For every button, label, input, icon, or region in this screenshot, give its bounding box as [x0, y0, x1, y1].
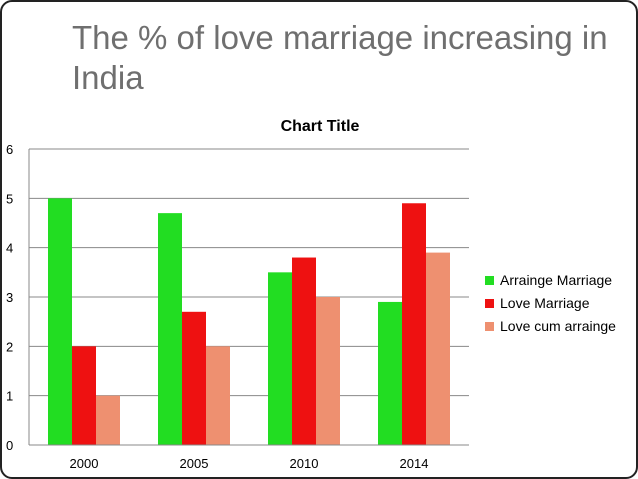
bar-love-marriage-2005: [182, 311, 206, 445]
bars: [48, 198, 450, 445]
bar-love-cum-arrainge-2010: [316, 297, 340, 445]
bar-love-marriage-2014: [402, 203, 426, 445]
bar-love-cum-arrainge-2000: [96, 395, 120, 445]
chart-title: Chart Title: [281, 118, 360, 135]
bar-love-marriage-2010: [292, 257, 316, 445]
legend-label: Arrainge Marriage: [500, 272, 612, 288]
slide-title: The % of love marriage increasing in Ind…: [72, 19, 608, 96]
legend-swatch: [485, 299, 494, 308]
legend: Arrainge Marriage Love Marriage Love cum a…: [485, 272, 616, 334]
y-tick-label: 1: [6, 389, 13, 404]
x-tick-label: 2000: [70, 456, 99, 471]
bar-arrainge-marriage-2000: [48, 198, 72, 445]
bar-arrainge-marriage-2014: [378, 301, 402, 445]
x-tick-label: 2010: [290, 456, 319, 471]
y-tick-label: 0: [6, 438, 13, 453]
legend-swatch: [485, 276, 494, 285]
y-axis-ticks: 0 1 2 3 4 5 6: [6, 142, 13, 453]
x-tick-label: 2005: [180, 456, 209, 471]
x-tick-label: 2014: [400, 456, 429, 471]
legend-label: Love cum arrainge: [500, 318, 616, 334]
y-tick-label: 6: [6, 142, 13, 157]
bar-love-cum-arrainge-2014: [426, 252, 450, 445]
axes: [28, 149, 469, 446]
y-tick-label: 3: [6, 290, 13, 305]
bar-love-cum-arrainge-2005: [206, 346, 230, 445]
x-axis-ticks: 2000 2005 2010 2014: [70, 456, 429, 471]
y-tick-label: 4: [6, 241, 13, 256]
bar-love-marriage-2000: [72, 346, 96, 445]
legend-swatch: [485, 322, 494, 331]
bar-arrainge-marriage-2005: [158, 213, 182, 445]
legend-label: Love Marriage: [500, 295, 590, 311]
y-tick-label: 2: [6, 339, 13, 354]
y-tick-label: 5: [6, 191, 13, 206]
bar-arrainge-marriage-2010: [268, 272, 292, 445]
